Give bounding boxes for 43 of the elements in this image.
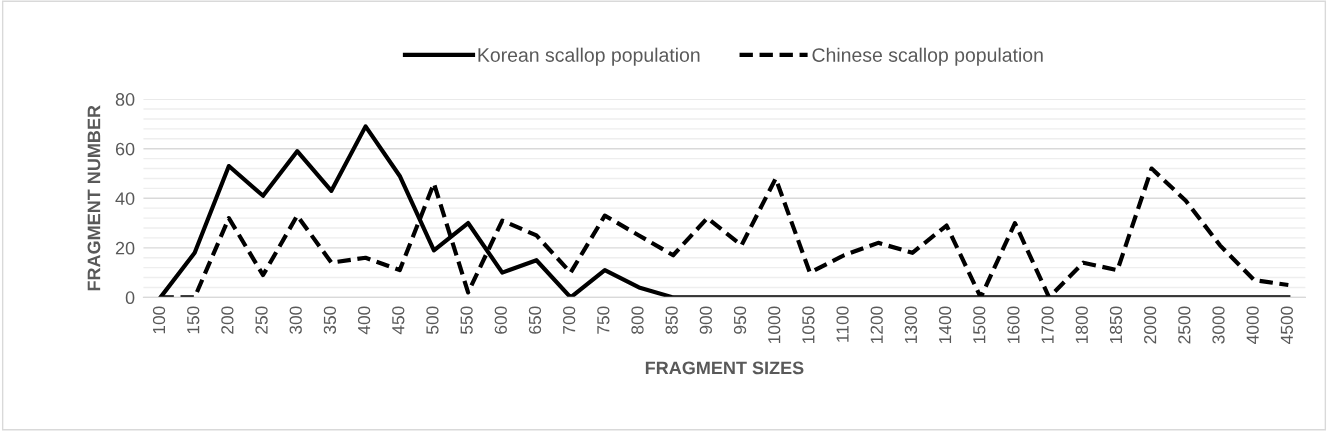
x-tick-label: 1050 bbox=[802, 306, 815, 344]
x-tick-label: 2500 bbox=[1178, 306, 1191, 344]
x-tick-label: 4500 bbox=[1280, 306, 1293, 344]
x-tick-label: 1000 bbox=[768, 306, 781, 344]
x-tick-label: 1400 bbox=[938, 306, 952, 344]
x-tick-label: 200 bbox=[221, 306, 234, 334]
x-tick-label: 700 bbox=[563, 306, 576, 334]
x-tick-label: 950 bbox=[733, 306, 747, 334]
x-tick-label: 250 bbox=[255, 306, 268, 334]
x-tick-label: 600 bbox=[494, 306, 507, 334]
x-tick-label: 1800 bbox=[1075, 306, 1088, 344]
y-tick-label: 0 bbox=[125, 291, 135, 305]
x-tick-label: 850 bbox=[665, 306, 678, 334]
x-tick-label: 450 bbox=[392, 306, 405, 335]
x-axis-title: FRAGMENT SIZES bbox=[645, 361, 804, 375]
y-tick-label: 60 bbox=[115, 142, 135, 156]
y-axis-title: FRAGMENT NUMBER bbox=[87, 105, 101, 291]
x-tick-label: 150 bbox=[187, 306, 200, 334]
x-tick-label: 1500 bbox=[973, 306, 986, 344]
x-tick-label: 500 bbox=[426, 306, 439, 334]
x-tick-label: 1700 bbox=[1041, 306, 1054, 344]
x-tick-label: 100 bbox=[152, 306, 166, 334]
legend-label: Chinese scallop population bbox=[812, 47, 1043, 66]
x-tick-label: 1100 bbox=[836, 306, 849, 342]
x-tick-label: 300 bbox=[289, 306, 302, 335]
x-tick-label: 400 bbox=[357, 306, 371, 335]
x-tick-label: 650 bbox=[528, 306, 542, 334]
x-tick-label: 750 bbox=[597, 306, 610, 334]
x-tick-label: 3000 bbox=[1212, 306, 1225, 344]
x-tick-label: 350 bbox=[323, 306, 337, 335]
y-tick-label: 40 bbox=[115, 192, 135, 205]
y-tick-label: 20 bbox=[115, 241, 135, 255]
x-tick-label: 4000 bbox=[1246, 306, 1259, 344]
legend-label: Korean scallop population bbox=[478, 47, 700, 66]
x-tick-label: 550 bbox=[460, 306, 473, 334]
x-tick-label: 2000 bbox=[1144, 306, 1157, 344]
x-tick-label: 1850 bbox=[1109, 306, 1123, 344]
x-tick-label: 1600 bbox=[1007, 306, 1020, 344]
x-tick-label: 900 bbox=[699, 306, 712, 334]
y-tick-label: 80 bbox=[115, 93, 135, 106]
x-tick-label: 1300 bbox=[904, 306, 918, 344]
x-tick-label: 800 bbox=[631, 306, 644, 334]
x-tick-label: 1200 bbox=[870, 306, 883, 344]
